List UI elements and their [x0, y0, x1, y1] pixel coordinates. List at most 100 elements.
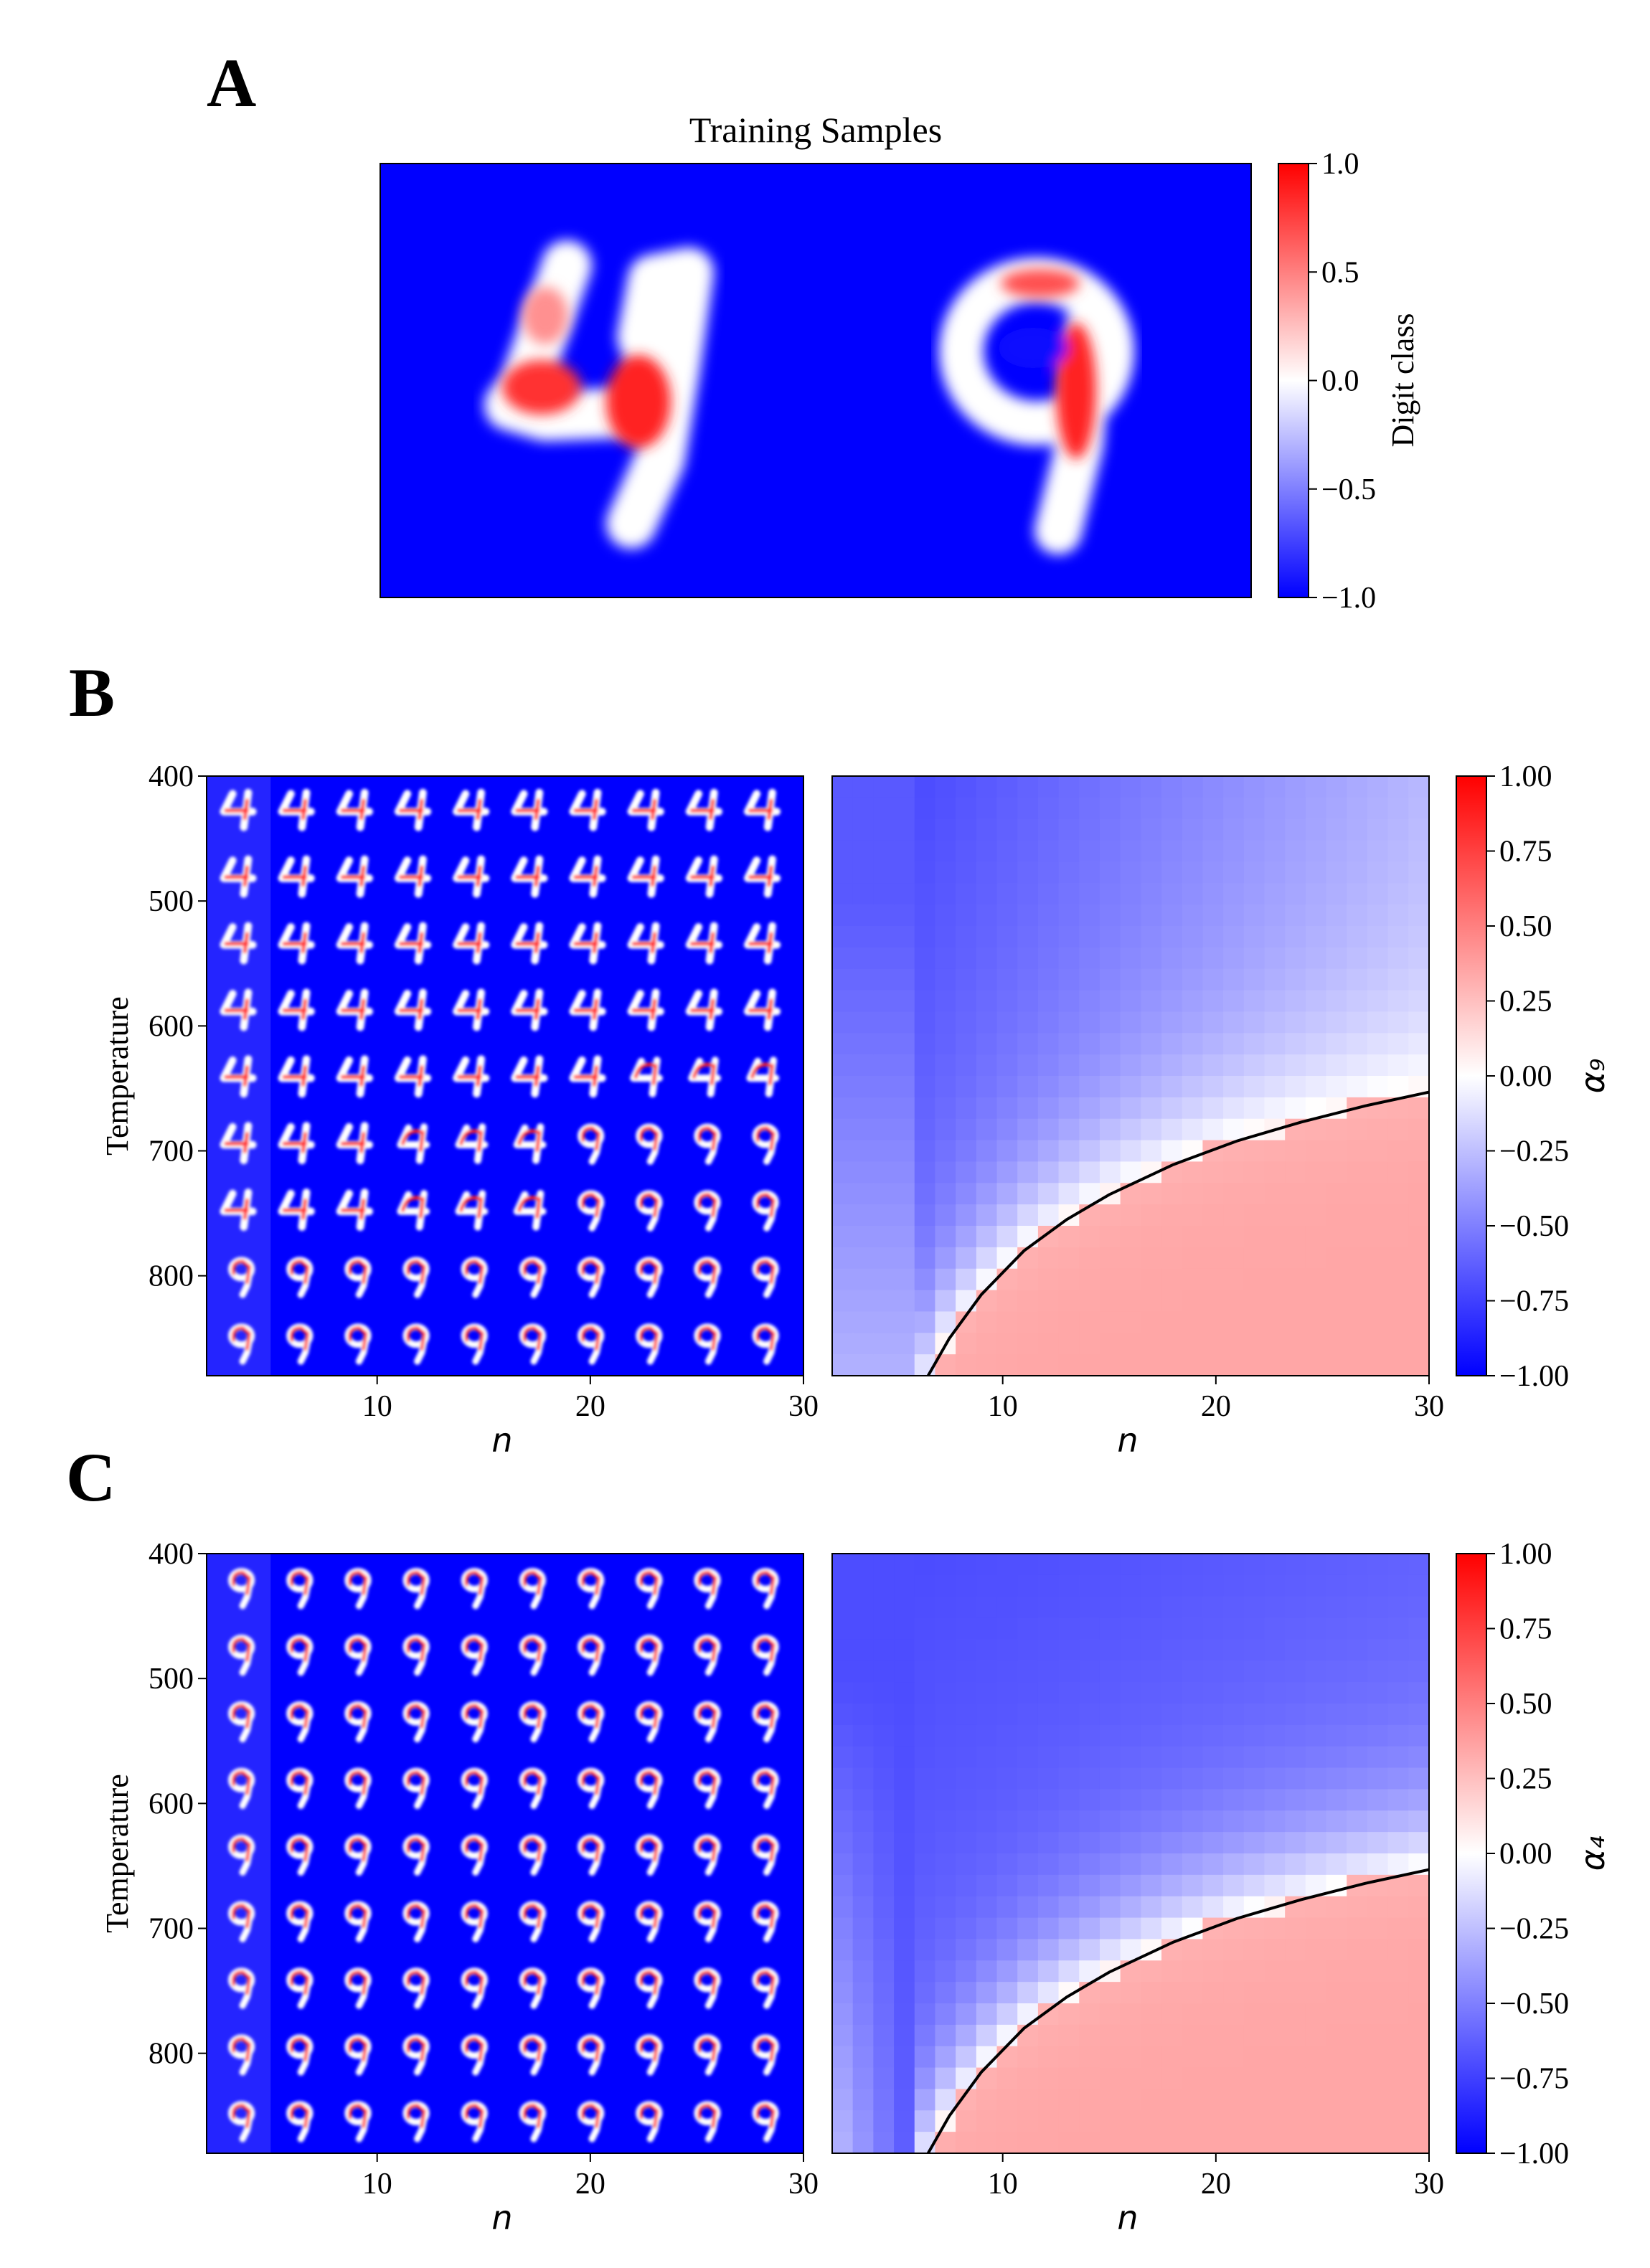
- digit-thumbnail: [511, 788, 548, 831]
- colorbar-tick-label: −1.0: [1321, 582, 1376, 615]
- digit-thumbnail: [220, 1055, 257, 1098]
- digit-thumbnail: [685, 855, 722, 898]
- digit-thumbnail: [228, 1967, 255, 2009]
- digit-thumbnail: [511, 988, 548, 1031]
- digit-thumbnail: [455, 1190, 489, 1231]
- digit-thumbnail: [394, 1055, 432, 1098]
- digit-thumbnail: [278, 922, 315, 965]
- digit-thumbnail: [694, 1967, 721, 2009]
- colorbar-tick-label: 0.00: [1499, 1060, 1552, 1093]
- c-left-xlabel: n: [491, 2198, 512, 2237]
- digit-thumbnail: [461, 2101, 488, 2142]
- x-tick-label: 20: [1201, 1390, 1231, 1423]
- digit-thumbnail: [344, 1901, 372, 1942]
- digit-thumbnail: [569, 922, 606, 965]
- digit-thumbnail: [344, 2101, 372, 2142]
- digit-thumbnail: [694, 1568, 721, 1610]
- digit-thumbnail: [743, 788, 781, 831]
- colorbar-tick-label: 0.25: [1499, 986, 1552, 1019]
- digit-thumbnail: [694, 1123, 721, 1165]
- digit-thumbnail: [402, 1901, 430, 1942]
- digit-thumbnail: [694, 1257, 721, 1298]
- digit-thumbnail: [402, 1834, 430, 1876]
- colorbar-c: 1.00 0.75 0.50 0.25 0.00 −0.25 −0.50 −0.75 −1.00…: [1456, 1538, 1612, 2170]
- digit-thumbnail: [578, 1190, 605, 1232]
- digit-thumbnail: [694, 2101, 721, 2142]
- digit-thumbnail: [220, 855, 257, 898]
- digit-thumbnail: [402, 1767, 430, 1810]
- colorbar-tick-label: 1.00: [1499, 760, 1552, 793]
- b-right-boundary-curve: [926, 1090, 1429, 1376]
- digit-thumbnail: [685, 922, 722, 965]
- digit-thumbnail: [278, 1055, 315, 1098]
- colorbar-tick-label: −0.50: [1499, 1988, 1569, 2021]
- digit-thumbnail: [286, 1701, 314, 1743]
- y-tick-label: 400: [148, 760, 194, 793]
- digit-thumbnail: [752, 1767, 779, 1810]
- digit-thumbnail: [278, 1189, 315, 1232]
- digit-thumbnail: [402, 2101, 430, 2142]
- digit-thumbnail: [397, 1123, 430, 1164]
- digit-thumbnail: [461, 1568, 488, 1610]
- digit-thumbnail: [461, 1967, 488, 2009]
- digit-thumbnail: [578, 1701, 605, 1743]
- digit-thumbnail: [461, 1834, 488, 1876]
- digit-thumbnail: [569, 988, 606, 1031]
- heatmap-c-left: [207, 1554, 803, 2153]
- digit-thumbnail: [286, 2034, 314, 2076]
- digit-thumbnail: [402, 1257, 430, 1298]
- colorbar-tick-label: 0.0: [1321, 365, 1359, 398]
- digit-thumbnail: [286, 2101, 314, 2142]
- digit-thumbnail: [461, 1634, 488, 1676]
- digit-thumbnail: [636, 2101, 663, 2142]
- digit-thumbnail: [461, 1767, 488, 1810]
- colorbar-tick-label: 0.5: [1321, 256, 1359, 289]
- digit-thumbnail: [394, 988, 432, 1031]
- digit-thumbnail: [694, 2034, 721, 2076]
- digit-thumbnail: [752, 2034, 779, 2076]
- digit-thumbnail: [344, 1767, 372, 1810]
- digit-thumbnail: [752, 1323, 779, 1365]
- digit-thumbnail: [228, 1634, 255, 1676]
- b-left-xlabel: n: [491, 1421, 512, 1460]
- digit-thumbnail: [627, 855, 664, 898]
- y-tick-label: 600: [148, 1787, 194, 1820]
- digit-thumbnail: [394, 922, 432, 965]
- digit-thumbnail: [336, 1122, 373, 1165]
- digit-thumbnail: [453, 988, 490, 1031]
- b-left-ylabel: Temperature: [100, 996, 135, 1156]
- digit-thumbnail: [636, 1568, 663, 1610]
- digit-thumbnail: [228, 1767, 255, 1810]
- digit-thumbnail: [402, 1701, 430, 1743]
- digit-thumbnail: [685, 988, 722, 1031]
- digit-thumbnail: [578, 1323, 605, 1365]
- digit-thumbnail: [752, 1834, 779, 1876]
- colorbar-tick-label: 0.25: [1499, 1763, 1552, 1796]
- colorbar-b: 1.00 0.75 0.50 0.25 0.00 −0.25 −0.50 −0.75 −1.00…: [1456, 760, 1612, 1393]
- colorbar-c-label: α₄: [1573, 1836, 1612, 1871]
- digit-thumbnail: [578, 1834, 605, 1876]
- digit-thumbnail: [519, 1967, 547, 2009]
- y-tick-label: 700: [148, 1135, 194, 1168]
- digit-thumbnail: [228, 2034, 255, 2076]
- digit-thumbnail: [286, 1901, 314, 1942]
- digit-thumbnail: [336, 1189, 373, 1232]
- colorbar-tick-label: −1.00: [1499, 2137, 1569, 2170]
- digit-thumbnail: [569, 1055, 606, 1098]
- digit-thumbnail: [228, 2101, 255, 2142]
- digit-thumbnail: [228, 1323, 255, 1365]
- colorbar-tick-label: −0.5: [1321, 473, 1376, 506]
- colorbar-tick-label: 0.75: [1499, 1613, 1552, 1646]
- digit-thumbnail: [394, 855, 432, 898]
- x-tick-label: 30: [788, 1390, 819, 1423]
- digit-thumbnail: [453, 922, 490, 965]
- colorbar-tick-label: 0.00: [1499, 1838, 1552, 1871]
- colorbar-tick-label: 0.50: [1499, 1688, 1552, 1721]
- training-samples-image: [380, 164, 1251, 597]
- digit-thumbnail: [752, 1967, 779, 2009]
- digit-thumbnail: [344, 1323, 372, 1365]
- digit-thumbnail: [636, 1323, 663, 1365]
- digit-thumbnail: [511, 855, 548, 898]
- digit-thumbnail: [461, 1901, 488, 1942]
- digit-thumbnail: [636, 1634, 663, 1676]
